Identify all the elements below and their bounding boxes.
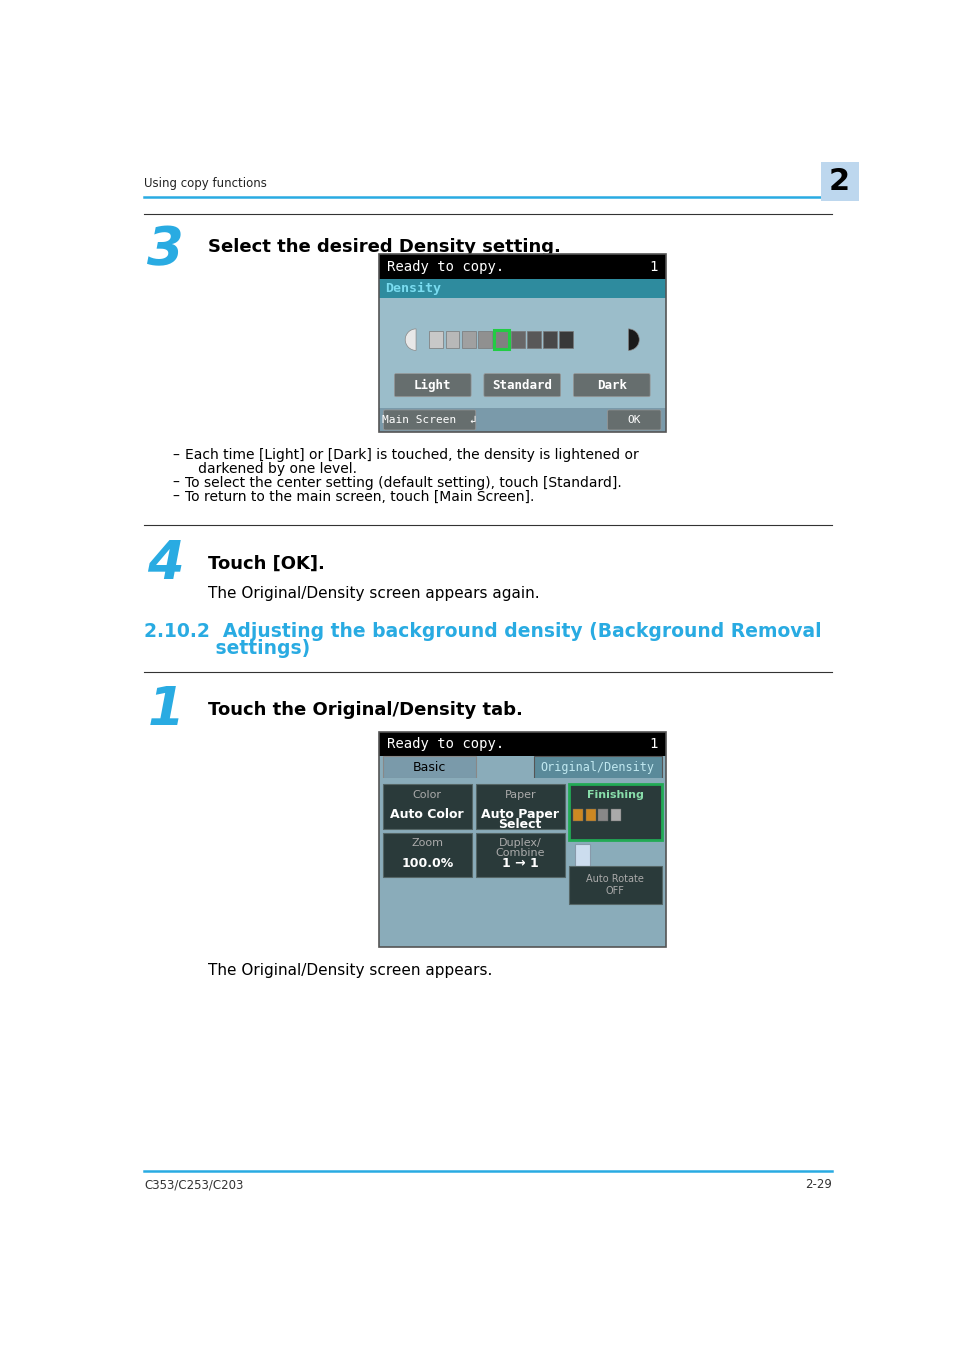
Text: Finishing: Finishing bbox=[586, 790, 643, 801]
Bar bbox=[568, 784, 661, 825]
Text: 100.0%: 100.0% bbox=[401, 857, 453, 869]
Text: Color: Color bbox=[413, 790, 441, 801]
Text: darkened by one level.: darkened by one level. bbox=[185, 462, 356, 477]
Text: 2.10.2  Adjusting the background density (Background Removal: 2.10.2 Adjusting the background density … bbox=[144, 622, 821, 641]
Bar bbox=[378, 409, 665, 432]
Bar bbox=[476, 784, 564, 829]
FancyBboxPatch shape bbox=[383, 410, 476, 429]
Text: Ready to copy.: Ready to copy. bbox=[386, 259, 503, 274]
Text: C353/C253/C203: C353/C253/C203 bbox=[144, 1179, 243, 1191]
Text: Each time [Light] or [Dark] is touched, the density is lightened or: Each time [Light] or [Dark] is touched, … bbox=[185, 448, 639, 463]
Text: To select the center setting (default setting), touch [Standard].: To select the center setting (default se… bbox=[185, 477, 621, 490]
Text: –: – bbox=[172, 490, 178, 504]
Text: 2-29: 2-29 bbox=[804, 1179, 831, 1191]
Bar bbox=[378, 732, 665, 948]
Bar bbox=[572, 814, 586, 833]
Bar bbox=[585, 809, 596, 821]
Text: The Original/Density screen appears again.: The Original/Density screen appears agai… bbox=[208, 586, 539, 601]
Bar bbox=[378, 297, 665, 409]
Text: Dark: Dark bbox=[597, 378, 626, 392]
Text: Zoom: Zoom bbox=[411, 838, 443, 848]
Text: Auto Paper: Auto Paper bbox=[481, 809, 558, 821]
Bar bbox=[461, 331, 476, 348]
Bar bbox=[510, 331, 524, 348]
Bar bbox=[542, 331, 557, 348]
Bar bbox=[606, 814, 620, 833]
FancyBboxPatch shape bbox=[573, 374, 649, 397]
Text: 4: 4 bbox=[147, 537, 184, 590]
Bar bbox=[378, 778, 665, 948]
Text: Paper: Paper bbox=[504, 790, 536, 801]
Bar bbox=[575, 844, 590, 865]
Bar bbox=[568, 865, 661, 904]
Bar bbox=[610, 809, 620, 821]
Text: 3: 3 bbox=[147, 224, 184, 277]
Text: Ready to copy.: Ready to copy. bbox=[386, 737, 503, 751]
Text: 1 → 1: 1 → 1 bbox=[501, 857, 538, 869]
Bar bbox=[382, 833, 472, 878]
Text: –: – bbox=[172, 448, 178, 463]
Bar bbox=[378, 732, 665, 756]
Text: Basic: Basic bbox=[412, 760, 445, 774]
Text: Duplex/: Duplex/ bbox=[498, 838, 541, 848]
Bar bbox=[589, 814, 603, 833]
Bar bbox=[477, 331, 492, 348]
Text: Touch the Original/Density tab.: Touch the Original/Density tab. bbox=[208, 701, 522, 720]
Text: Auto Color: Auto Color bbox=[390, 809, 464, 821]
Wedge shape bbox=[405, 329, 416, 351]
Text: –: – bbox=[172, 477, 178, 490]
Text: Density: Density bbox=[385, 282, 440, 294]
FancyBboxPatch shape bbox=[607, 410, 660, 429]
Text: Main Screen  ↲: Main Screen ↲ bbox=[382, 414, 476, 425]
FancyBboxPatch shape bbox=[394, 374, 471, 397]
Bar bbox=[378, 732, 665, 948]
Bar bbox=[378, 254, 665, 279]
Bar bbox=[445, 331, 459, 348]
Bar bbox=[382, 756, 476, 778]
Bar bbox=[820, 162, 858, 201]
Text: 1: 1 bbox=[147, 684, 184, 736]
Text: Touch [OK].: Touch [OK]. bbox=[208, 555, 325, 572]
Text: Auto Rotate
OFF: Auto Rotate OFF bbox=[586, 875, 643, 896]
Bar bbox=[598, 809, 608, 821]
Text: Using copy functions: Using copy functions bbox=[144, 177, 267, 190]
Bar bbox=[558, 331, 573, 348]
Wedge shape bbox=[628, 329, 639, 351]
Bar bbox=[526, 331, 540, 348]
Bar bbox=[429, 331, 443, 348]
Text: To return to the main screen, touch [Main Screen].: To return to the main screen, touch [Mai… bbox=[185, 490, 534, 504]
Bar bbox=[493, 331, 509, 348]
Text: 2: 2 bbox=[828, 167, 849, 196]
Text: 1: 1 bbox=[649, 259, 658, 274]
Bar bbox=[382, 784, 472, 829]
Bar bbox=[476, 833, 564, 878]
Text: The Original/Density screen appears.: The Original/Density screen appears. bbox=[208, 963, 493, 977]
Bar bbox=[378, 254, 665, 432]
Text: Light: Light bbox=[414, 378, 451, 392]
Text: settings): settings) bbox=[144, 639, 310, 657]
Bar bbox=[494, 331, 508, 348]
Text: 1: 1 bbox=[649, 737, 658, 751]
Bar bbox=[378, 279, 665, 297]
Text: Select: Select bbox=[498, 818, 541, 832]
Text: Original/Density: Original/Density bbox=[540, 760, 654, 774]
Text: Select the desired Density setting.: Select the desired Density setting. bbox=[208, 238, 560, 255]
FancyBboxPatch shape bbox=[483, 374, 560, 397]
Bar bbox=[534, 756, 661, 782]
Text: OK: OK bbox=[627, 414, 640, 425]
Text: Combine: Combine bbox=[495, 848, 544, 859]
Bar bbox=[568, 784, 661, 840]
Text: Standard: Standard bbox=[492, 378, 552, 392]
Bar bbox=[378, 254, 665, 432]
Bar bbox=[573, 809, 583, 821]
